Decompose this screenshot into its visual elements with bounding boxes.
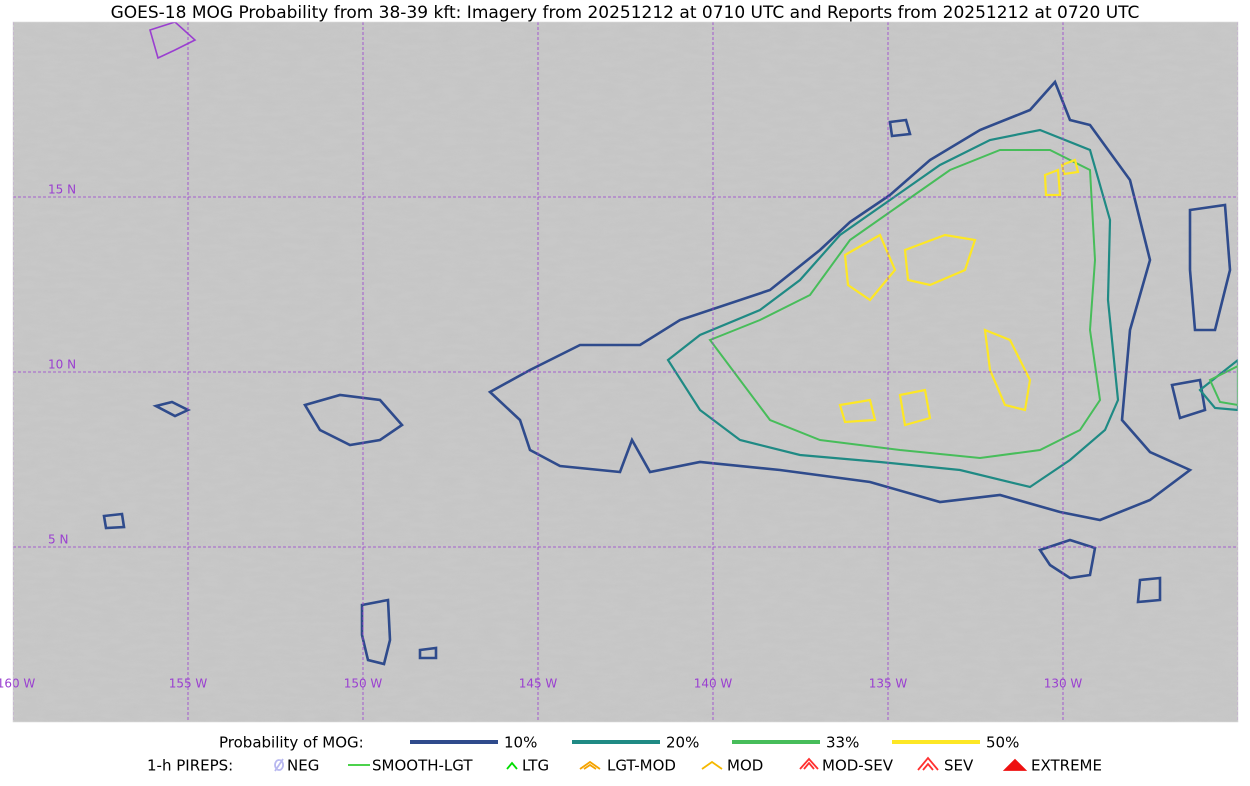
map: [13, 22, 1238, 722]
pirep-label: EXTREME: [1031, 757, 1102, 775]
contour-10: [1037, 538, 1097, 580]
lon-label: 145 W: [519, 677, 558, 691]
pirep-symbol: [701, 760, 723, 770]
legend-label: 33%: [826, 734, 859, 752]
legend-label: 10%: [504, 734, 537, 752]
pirep-symbol: [506, 761, 518, 770]
contours: [102, 22, 1238, 666]
pirep-label: NEG: [287, 757, 319, 775]
contour-50: [1060, 158, 1080, 176]
contour-10: [303, 393, 404, 447]
lon-label: 135 W: [869, 677, 908, 691]
pirep-symbol: [274, 758, 284, 772]
contour-50: [898, 388, 932, 427]
lon-label: 160 W: [0, 677, 35, 691]
legend: Probability of MOG: 10% 20% 33% 50% 1-h PIREP…: [147, 734, 1102, 775]
grid: [13, 22, 1238, 722]
pirep-label: SMOOTH-LGT: [372, 757, 473, 775]
lon-label: 130 W: [1044, 677, 1083, 691]
legend-title: Probability of MOG:: [219, 734, 364, 752]
lon-label: 155 W: [169, 677, 208, 691]
contour-20: [666, 128, 1120, 489]
contour-10: [360, 598, 392, 666]
contour-10: [487, 79, 1193, 522]
pirep-symbol: [799, 757, 819, 770]
map-frame: [12, 21, 1239, 723]
contour-10: [1170, 378, 1207, 420]
contour-10: [418, 646, 438, 660]
pirep-symbol: [579, 760, 601, 770]
pirep-label: MOD: [727, 757, 763, 775]
pirep-label: LTG: [522, 757, 549, 775]
contour-50: [838, 398, 877, 424]
contour-10: [1188, 203, 1232, 332]
contour-50: [1043, 168, 1062, 197]
pirep-label: SEV: [944, 757, 974, 775]
title: GOES-18 MOG Probability from 38-39 kft: …: [111, 3, 1140, 23]
contour-50: [843, 233, 897, 302]
contour-10: [1136, 576, 1162, 604]
contour-20: [1198, 358, 1238, 412]
pirep-symbol: [917, 756, 939, 771]
contour-50: [983, 328, 1032, 412]
lat-label: 5 N: [48, 533, 68, 547]
outline: [149, 22, 197, 60]
contour-10: [102, 512, 126, 530]
lon-label: 140 W: [694, 677, 733, 691]
pirep-label: MOD-SEV: [822, 757, 894, 775]
pirep-symbol: [1002, 758, 1028, 771]
lat-label: 15 N: [48, 183, 76, 197]
legend-label: 20%: [666, 734, 699, 752]
legend-label: 50%: [986, 734, 1019, 752]
lat-label: 10 N: [48, 358, 76, 372]
contour-33: [708, 149, 1102, 460]
contour-10: [888, 118, 912, 138]
legend-title: 1-h PIREPS:: [147, 757, 233, 775]
contour-33: [1208, 364, 1238, 407]
contour-50: [903, 233, 977, 287]
lon-label: 150 W: [344, 677, 383, 691]
pirep-label: LGT-MOD: [607, 757, 676, 775]
